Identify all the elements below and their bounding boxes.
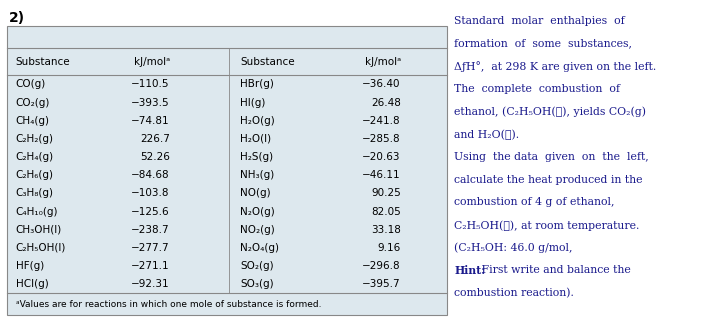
Text: First write and balance the: First write and balance the <box>477 265 630 276</box>
Text: NO(g): NO(g) <box>240 188 271 198</box>
Text: C₃H₈(g): C₃H₈(g) <box>15 188 54 198</box>
Text: −103.8: −103.8 <box>132 188 170 198</box>
Text: C₂H₂(g): C₂H₂(g) <box>15 134 54 144</box>
Text: Standard  molar  enthalpies  of: Standard molar enthalpies of <box>454 16 625 26</box>
Text: N₂O₄(g): N₂O₄(g) <box>240 243 279 253</box>
Text: −92.31: −92.31 <box>131 279 170 289</box>
Text: −395.7: −395.7 <box>363 279 401 289</box>
Text: calculate the heat produced in the: calculate the heat produced in the <box>454 175 643 185</box>
Text: −84.68: −84.68 <box>131 170 170 180</box>
Text: CO₂(g): CO₂(g) <box>15 97 50 108</box>
Text: Substance: Substance <box>15 57 70 67</box>
Text: combustion reaction).: combustion reaction). <box>454 288 574 298</box>
Text: CO(g): CO(g) <box>15 79 46 90</box>
Text: The  complete  combustion  of: The complete combustion of <box>454 84 620 94</box>
Text: 82.05: 82.05 <box>371 207 401 216</box>
Text: C₂H₄(g): C₂H₄(g) <box>15 152 54 162</box>
Text: −296.8: −296.8 <box>363 261 401 271</box>
Text: Hint:: Hint: <box>454 265 485 277</box>
Text: combustion of 4 g of ethanol,: combustion of 4 g of ethanol, <box>454 197 615 207</box>
Text: H₂S(g): H₂S(g) <box>240 152 273 162</box>
Text: HBr(g): HBr(g) <box>240 79 274 90</box>
Text: −36.40: −36.40 <box>363 79 401 90</box>
Text: 52.26: 52.26 <box>140 152 170 162</box>
Text: 2): 2) <box>8 11 25 26</box>
Text: −285.8: −285.8 <box>363 134 401 144</box>
Text: HCl(g): HCl(g) <box>15 279 49 289</box>
Text: −110.5: −110.5 <box>132 79 170 90</box>
Text: −238.7: −238.7 <box>131 225 170 235</box>
Text: 9.16: 9.16 <box>377 243 401 253</box>
Text: H₂O(g): H₂O(g) <box>240 116 275 126</box>
Text: C₄H₁₀(g): C₄H₁₀(g) <box>15 207 58 216</box>
Text: C₂H₆(g): C₂H₆(g) <box>15 170 54 180</box>
Text: 226.7: 226.7 <box>140 134 170 144</box>
Text: −271.1: −271.1 <box>131 261 170 271</box>
Text: formation  of  some  substances,: formation of some substances, <box>454 39 632 49</box>
Text: N₂O(g): N₂O(g) <box>240 207 275 216</box>
Text: C₂H₅OH(ℓ), at room temperature.: C₂H₅OH(ℓ), at room temperature. <box>454 220 639 231</box>
Text: −241.8: −241.8 <box>363 116 401 126</box>
Text: HF(g): HF(g) <box>15 261 44 271</box>
Text: −393.5: −393.5 <box>131 97 170 108</box>
Text: −46.11: −46.11 <box>363 170 401 180</box>
Text: NO₂(g): NO₂(g) <box>240 225 275 235</box>
Text: ᵃValues are for reactions in which one mole of substance is formed.: ᵃValues are for reactions in which one m… <box>15 299 321 309</box>
Text: −20.63: −20.63 <box>363 152 401 162</box>
Text: (C₂H₅OH: 46.0 g/mol,: (C₂H₅OH: 46.0 g/mol, <box>454 243 572 253</box>
Text: CH₄(g): CH₄(g) <box>15 116 50 126</box>
Text: −125.6: −125.6 <box>131 207 170 216</box>
Text: kJ/molᵃ: kJ/molᵃ <box>134 57 170 67</box>
Text: 26.48: 26.48 <box>371 97 401 108</box>
Text: ΔƒH°,  at 298 K are given on the left.: ΔƒH°, at 298 K are given on the left. <box>454 61 656 72</box>
Text: SO₂(g): SO₂(g) <box>240 261 274 271</box>
Text: Substance: Substance <box>240 57 295 67</box>
Text: −277.7: −277.7 <box>131 243 170 253</box>
Text: 90.25: 90.25 <box>371 188 401 198</box>
Text: C₂H₅OH(l): C₂H₅OH(l) <box>15 243 66 253</box>
Text: kJ/molᵃ: kJ/molᵃ <box>365 57 401 67</box>
Text: and H₂O(ℓ).: and H₂O(ℓ). <box>454 129 520 140</box>
Text: NH₃(g): NH₃(g) <box>240 170 275 180</box>
Text: SO₃(g): SO₃(g) <box>240 279 274 289</box>
Text: Using  the data  given  on  the  left,: Using the data given on the left, <box>454 152 649 162</box>
Text: 33.18: 33.18 <box>371 225 401 235</box>
Text: −74.81: −74.81 <box>131 116 170 126</box>
Text: ethanol, (C₂H₅OH(ℓ), yields CO₂(g): ethanol, (C₂H₅OH(ℓ), yields CO₂(g) <box>454 107 646 117</box>
Text: HI(g): HI(g) <box>240 97 265 108</box>
Text: H₂O(l): H₂O(l) <box>240 134 271 144</box>
Text: CH₃OH(l): CH₃OH(l) <box>15 225 62 235</box>
